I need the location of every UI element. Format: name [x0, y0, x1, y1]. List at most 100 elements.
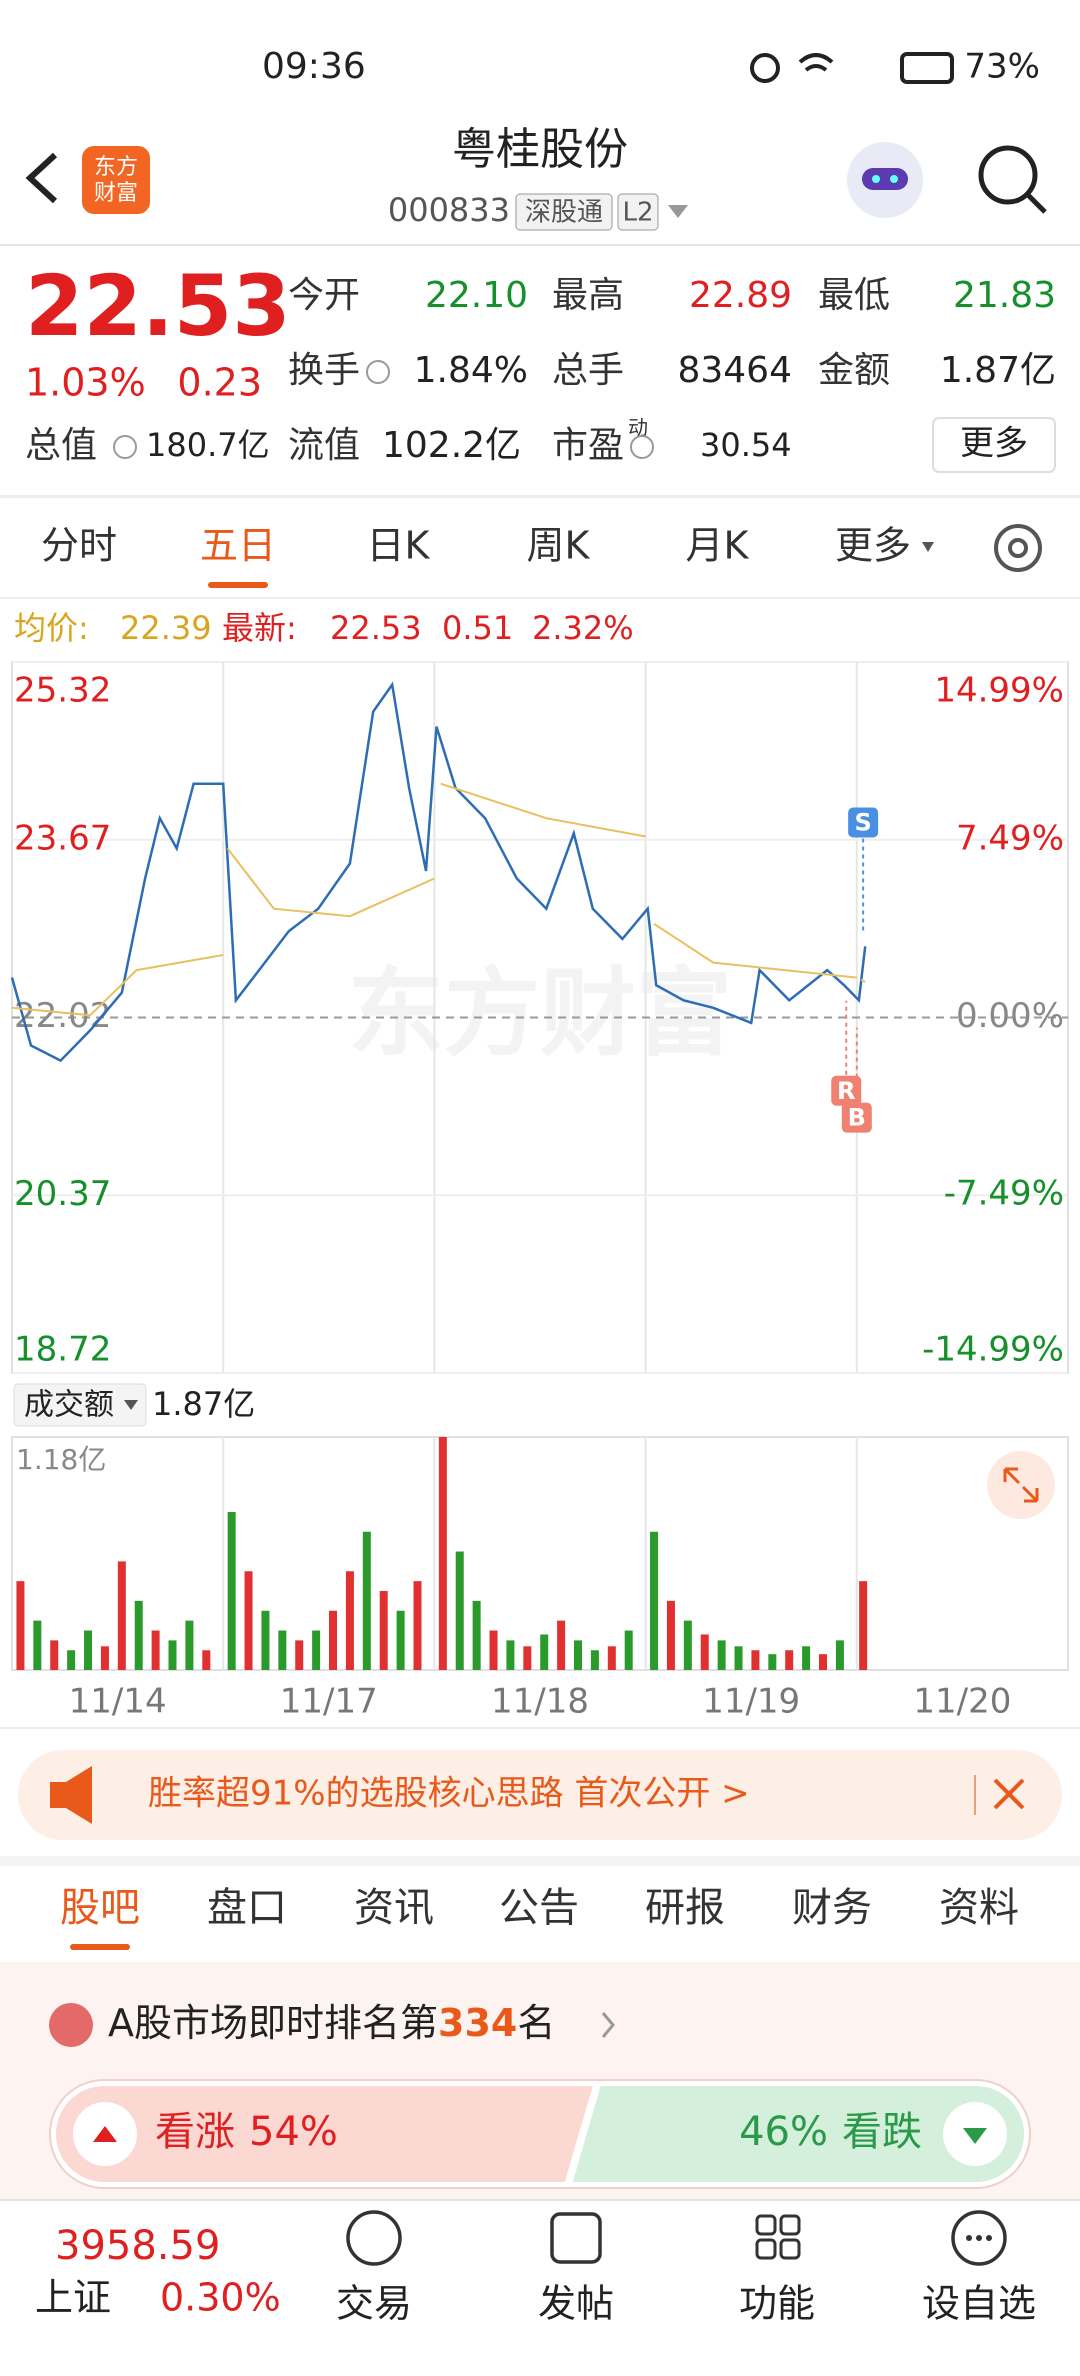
- volume-bar: [100, 1646, 109, 1670]
- battery: 73%: [964, 47, 1040, 87]
- volume-bar: [624, 1630, 633, 1670]
- tab[interactable]: 周K: [527, 524, 591, 568]
- volume-bar: [261, 1610, 270, 1670]
- tab[interactable]: 五日: [200, 524, 276, 568]
- volume-bar: [506, 1640, 515, 1670]
- promo-banner[interactable]: [18, 1750, 1062, 1840]
- volume-bar: [650, 1531, 659, 1670]
- tab[interactable]: 月K: [686, 524, 750, 568]
- volume-total: 1.87亿: [152, 1385, 255, 1423]
- nav-item[interactable]: 功能: [739, 2214, 815, 2326]
- bear-bar[interactable]: [572, 2086, 1024, 2182]
- ranking-text[interactable]: A股市场即时排名第334名: [108, 2001, 555, 2045]
- volume-bar: [734, 1646, 743, 1670]
- close-button[interactable]: [993, 1778, 1025, 1810]
- sub-tab[interactable]: 资讯: [354, 1885, 434, 1931]
- volume-bar: [700, 1634, 709, 1670]
- latest-label: 最新:: [222, 609, 297, 647]
- volume-bar: [278, 1630, 287, 1670]
- y2-tick-label: -7.49%: [944, 1174, 1064, 1214]
- volume-bar: [717, 1640, 726, 1670]
- volume-bar: [312, 1630, 321, 1670]
- volume-bar: [84, 1630, 93, 1670]
- legend: 均价: 22.39 最新: 22.53 0.51 2.32%: [14, 609, 634, 647]
- y-tick-label: 23.67: [14, 818, 111, 858]
- volume-bar: [607, 1646, 616, 1670]
- nav-icon: [755, 2214, 777, 2236]
- field-label: 金额: [818, 350, 890, 391]
- volume-bar: [785, 1650, 794, 1670]
- assistant-avatar[interactable]: [847, 142, 923, 218]
- last-price: 22.53: [25, 257, 291, 355]
- volume-bar: [802, 1646, 811, 1670]
- status-icons: [750, 52, 954, 84]
- tab-underline: [208, 582, 268, 588]
- volume-bar: [540, 1634, 549, 1670]
- field-value: 1.87亿: [940, 350, 1056, 391]
- nav-icon: [346, 2210, 402, 2266]
- nav-item[interactable]: 交易: [336, 2210, 412, 2326]
- volume-bar: [379, 1591, 388, 1670]
- bull-bar[interactable]: [56, 2086, 593, 2182]
- volume-bar: [362, 1531, 371, 1670]
- nav-icon: [779, 2238, 801, 2260]
- sub-tab[interactable]: 资料: [939, 1885, 1019, 1931]
- megaphone-icon: [50, 1766, 92, 1824]
- tab[interactable]: 更多: [835, 524, 911, 568]
- field-sup: 动: [628, 416, 648, 440]
- logo-text: 东方: [94, 155, 138, 180]
- volume-selector[interactable]: [13, 1383, 147, 1427]
- settings-icon[interactable]: [994, 524, 1042, 572]
- field-value: 1.84%: [414, 350, 528, 391]
- volume-bar: [590, 1650, 599, 1670]
- volume-frame: [11, 1436, 1069, 1671]
- field-label: 最高: [552, 275, 624, 316]
- volume-bar: [666, 1600, 675, 1670]
- dropdown-icon: [124, 1400, 138, 1410]
- field-label: 总手: [552, 350, 624, 391]
- tab[interactable]: 分时: [41, 524, 117, 568]
- volume-bar: [202, 1650, 211, 1670]
- expand-button[interactable]: [987, 1451, 1055, 1519]
- field-label: 流值: [288, 425, 360, 466]
- sub-tab[interactable]: 研报: [645, 1885, 725, 1931]
- volume-bar: [472, 1600, 481, 1670]
- back-button[interactable]: [25, 152, 58, 204]
- trade-marker-label: R: [837, 1077, 855, 1105]
- sub-tab[interactable]: 财务: [792, 1885, 872, 1931]
- sub-tab[interactable]: 盘口: [207, 1885, 287, 1931]
- search-button[interactable]: [978, 145, 1047, 214]
- sub-tab[interactable]: 公告: [499, 1885, 579, 1931]
- volume-bar: [489, 1630, 498, 1670]
- volume-bar: [244, 1571, 253, 1670]
- nav-label: 功能: [739, 2282, 815, 2326]
- latest-value: 22.53: [330, 609, 422, 647]
- more-button-text: 更多: [960, 424, 1028, 464]
- latest-change: 0.51: [442, 609, 513, 647]
- ranking-icon: [49, 2003, 93, 2047]
- tab[interactable]: 日K: [367, 524, 431, 568]
- index-name: 上证: [35, 2276, 111, 2320]
- volume-bar: [295, 1640, 304, 1670]
- y-tick-label: 22.02: [14, 996, 111, 1036]
- volume-tick-label: 1.18亿: [16, 1443, 106, 1476]
- chevron: [601, 2012, 615, 2038]
- volume-bar: [185, 1620, 194, 1670]
- sub-tab[interactable]: 股吧: [60, 1885, 140, 1931]
- volume-bar: [859, 1581, 868, 1670]
- volume-bar: [151, 1630, 160, 1670]
- nav-item[interactable]: 设自选: [922, 2210, 1036, 2326]
- nav-item[interactable]: 发帖: [538, 2212, 614, 2326]
- volume-bar: [557, 1620, 566, 1670]
- more-button[interactable]: [932, 417, 1056, 473]
- nav-icon: [779, 2214, 801, 2236]
- bull-arrow: [93, 2126, 117, 2142]
- trade-marker: [848, 807, 879, 838]
- y-tick-label: 20.37: [14, 1174, 111, 1214]
- volume-bar: [345, 1571, 354, 1670]
- volume-bar: [67, 1650, 76, 1670]
- price-line: [11, 782, 866, 1017]
- volume-bar: [455, 1551, 464, 1670]
- volume-bar: [768, 1654, 777, 1670]
- nav-icon: [966, 2235, 972, 2241]
